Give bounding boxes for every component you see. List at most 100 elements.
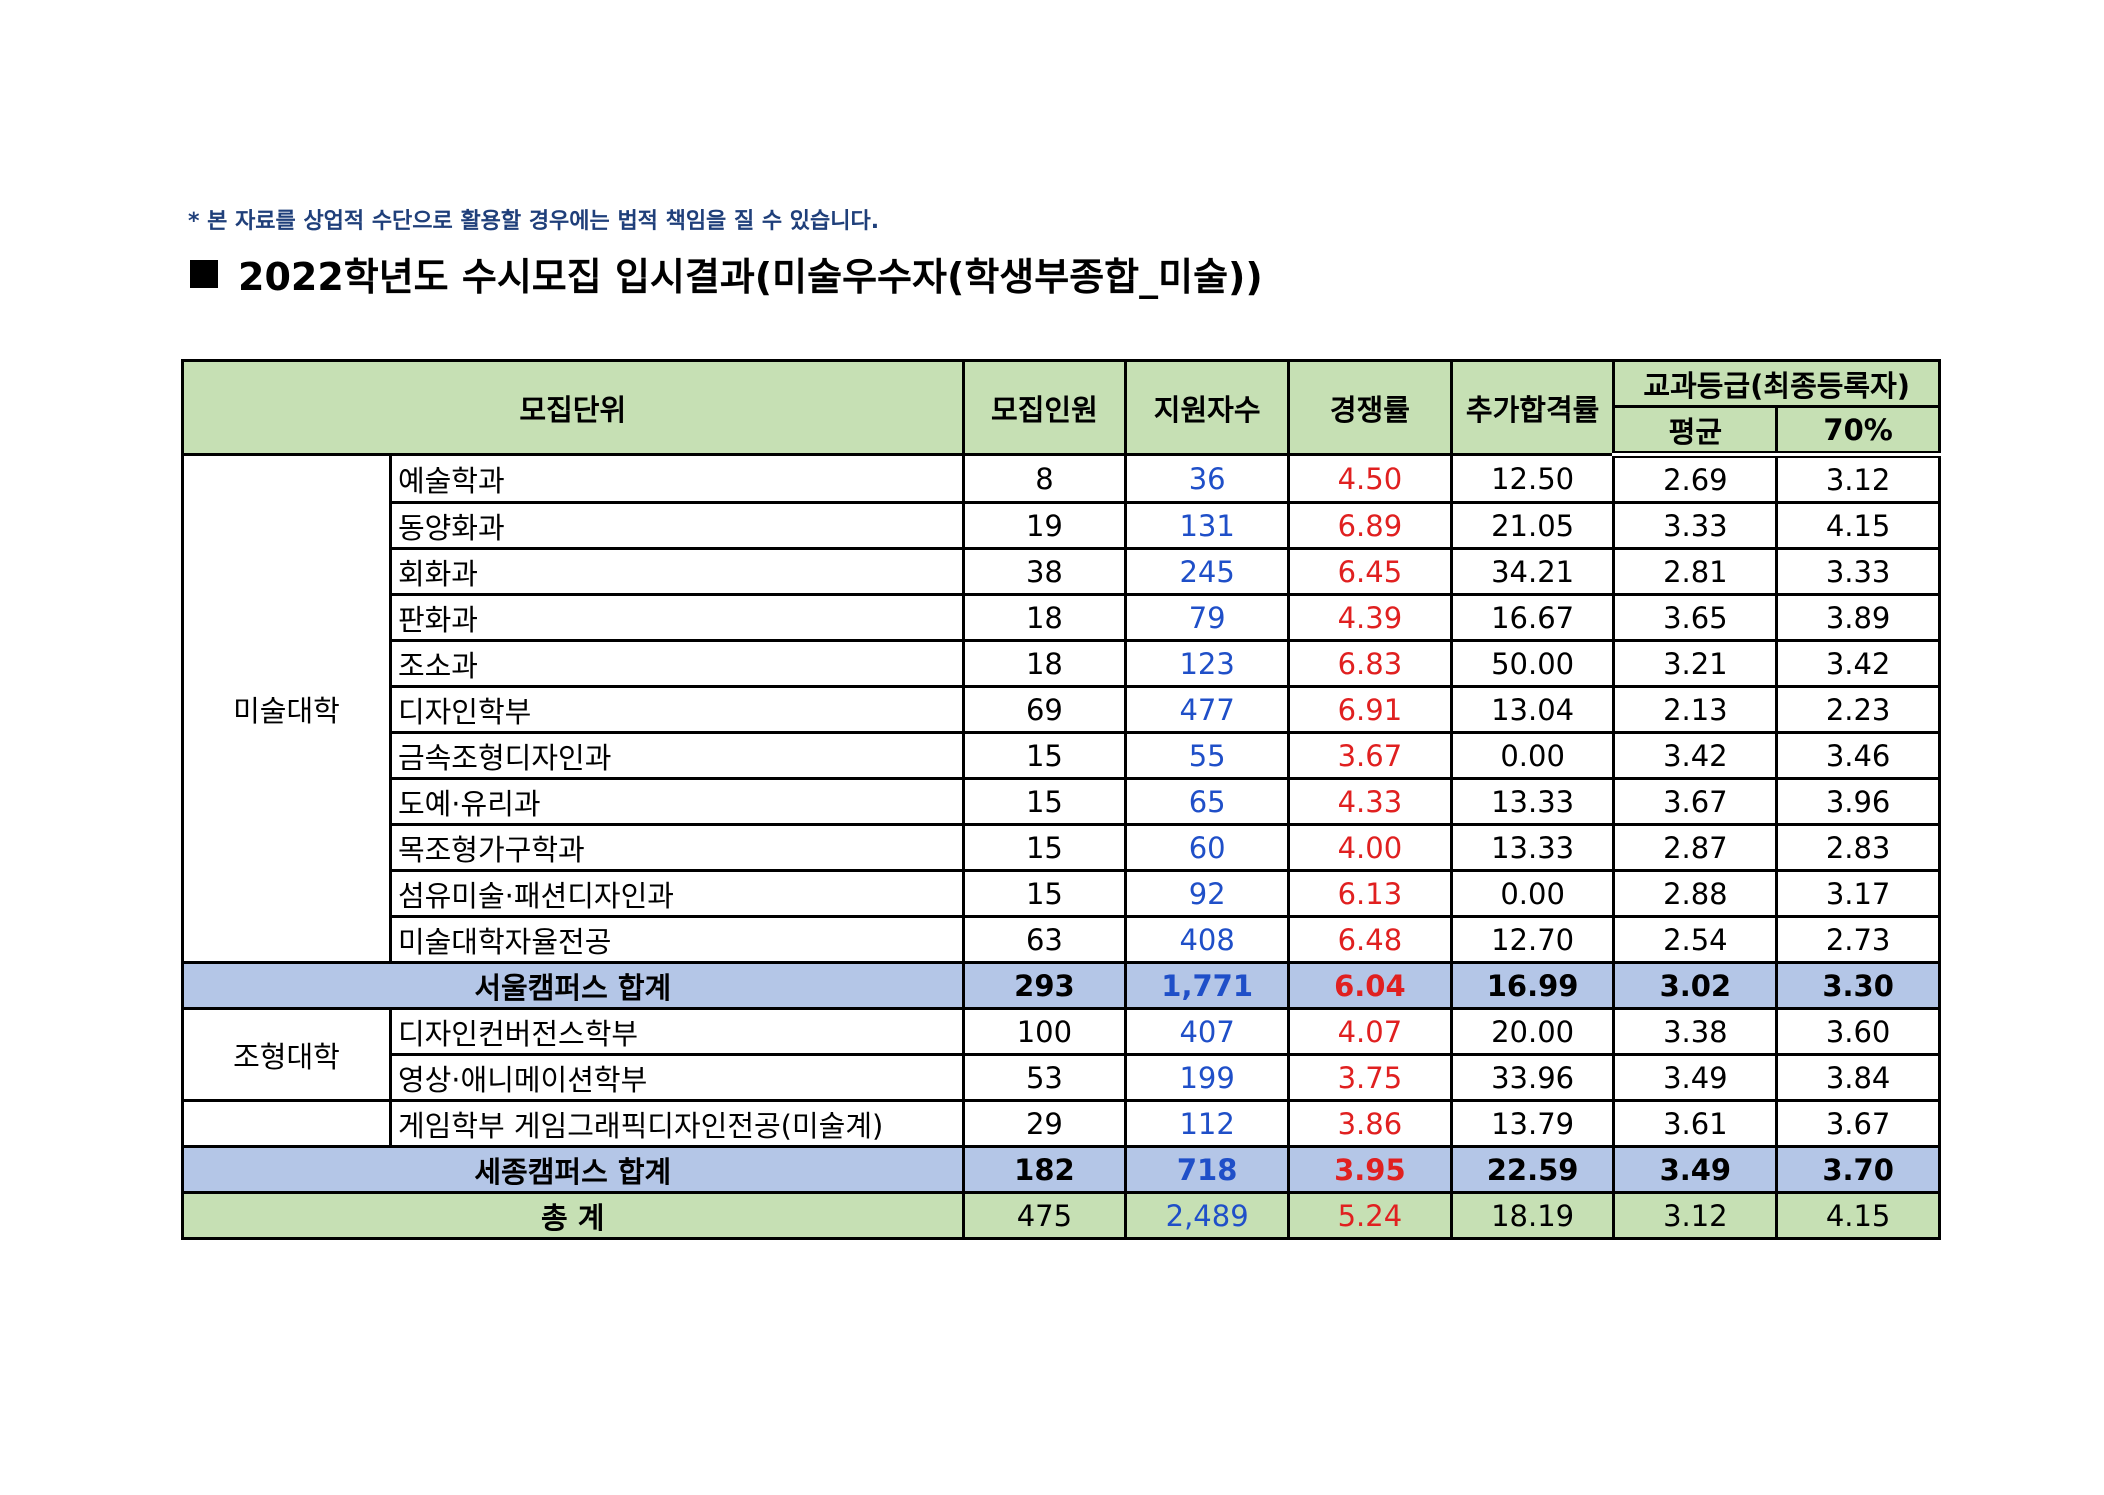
grade-70-cell: 2.23 [1775, 685, 1941, 734]
ratio-cell: 4.50 [1287, 453, 1453, 504]
total-label: 총 계 [181, 1191, 965, 1240]
table-row: 영상·애니메이션학부 53 199 3.75 33.96 3.49 3.84 [183, 1053, 1941, 1102]
quota-cell: 19 [961, 501, 1128, 550]
quota-cell: 293 [961, 961, 1128, 1010]
page-title-text: 2022학년도 수시모집 입시결과(미술우수자(학생부종합_미술)) [238, 255, 1263, 299]
grade-avg-cell: 3.67 [1612, 777, 1779, 826]
unit-name: 예술학과 [388, 453, 965, 504]
ratio-cell: 5.24 [1287, 1191, 1453, 1240]
quota-cell: 29 [961, 1099, 1128, 1148]
additional-cell: 20.00 [1449, 1007, 1616, 1056]
ratio-cell: 6.91 [1287, 685, 1453, 734]
applicants-cell: 718 [1124, 1145, 1291, 1194]
applicants-cell: 407 [1124, 1007, 1291, 1056]
unit-name: 목조형가구학과 [388, 823, 965, 872]
college-design: 조형대학 [181, 1007, 392, 1102]
grade-avg-cell: 2.13 [1612, 685, 1779, 734]
unit-name: 미술대학자율전공 [388, 915, 965, 964]
grade-70-cell: 3.33 [1775, 547, 1941, 596]
grade-avg-cell: 3.61 [1612, 1099, 1779, 1148]
header-grade-group: 교과등급(최종등록자) [1612, 359, 1941, 408]
quota-cell: 15 [961, 823, 1128, 872]
unit-name: 디자인컨버전스학부 [388, 1007, 965, 1056]
page-title: 2022학년도 수시모집 입시결과(미술우수자(학생부종합_미술)) [190, 246, 1263, 301]
applicants-cell: 65 [1124, 777, 1291, 826]
quota-cell: 15 [961, 777, 1128, 826]
table-row: 회화과 38 245 6.45 34.21 2.81 3.33 [183, 547, 1941, 596]
quota-cell: 15 [961, 731, 1128, 780]
unit-name: 도예·유리과 [388, 777, 965, 826]
grade-70-cell: 3.30 [1775, 961, 1941, 1010]
grade-avg-cell: 3.12 [1612, 1191, 1779, 1240]
unit-name: 금속조형디자인과 [388, 731, 965, 780]
additional-cell: 0.00 [1449, 731, 1616, 780]
unit-name: 회화과 [388, 547, 965, 596]
applicants-cell: 123 [1124, 639, 1291, 688]
additional-cell: 13.33 [1449, 823, 1616, 872]
quota-cell: 15 [961, 869, 1128, 918]
grade-70-cell: 3.46 [1775, 731, 1941, 780]
grade-avg-cell: 3.21 [1612, 639, 1779, 688]
table-row: 섬유미술·패션디자인과 15 92 6.13 0.00 2.88 3.17 [183, 869, 1941, 918]
grade-avg-cell: 2.54 [1612, 915, 1779, 964]
grade-70-cell: 3.70 [1775, 1145, 1941, 1194]
table-row: 미술대학 예술학과 8 36 4.50 12.50 2.69 3.12 [181, 453, 1941, 964]
header-grade-70: 70% [1775, 405, 1941, 458]
grand-total-row: 총 계 475 2,489 5.24 18.19 3.12 4.15 [181, 1191, 1941, 1240]
applicants-cell: 1,771 [1124, 961, 1291, 1010]
grade-avg-cell: 3.33 [1612, 501, 1779, 550]
grade-avg-cell: 2.88 [1612, 869, 1779, 918]
header-quota: 모집인원 [961, 359, 1128, 456]
additional-cell: 22.59 [1449, 1145, 1616, 1194]
table-row: 판화과 18 79 4.39 16.67 3.65 3.89 [183, 593, 1941, 642]
grade-70-cell: 3.17 [1775, 869, 1941, 918]
grade-70-cell: 2.73 [1775, 915, 1941, 964]
additional-cell: 16.99 [1449, 961, 1616, 1010]
unit-name: 영상·애니메이션학부 [388, 1053, 965, 1102]
additional-cell: 16.67 [1449, 593, 1616, 642]
additional-cell: 34.21 [1449, 547, 1616, 596]
grade-70-cell: 3.89 [1775, 593, 1941, 642]
header-applicants: 지원자수 [1124, 359, 1291, 456]
unit-name: 동양화과 [388, 501, 965, 550]
quota-cell: 18 [961, 639, 1128, 688]
grade-avg-cell: 3.49 [1612, 1053, 1779, 1102]
table-row: 도예·유리과 15 65 4.33 13.33 3.67 3.96 [183, 777, 1941, 826]
grade-avg-cell: 2.87 [1612, 823, 1779, 872]
table-row: 목조형가구학과 15 60 4.00 13.33 2.87 2.83 [183, 823, 1941, 872]
ratio-cell: 4.39 [1287, 593, 1453, 642]
admission-results-table: 모집단위 모집인원 지원자수 경쟁률 추가합격률 교과등급(최종등록자) 평균 … [181, 359, 1941, 1240]
additional-cell: 13.33 [1449, 777, 1616, 826]
applicants-cell: 199 [1124, 1053, 1291, 1102]
grade-70-cell: 4.15 [1775, 501, 1941, 550]
additional-cell: 50.00 [1449, 639, 1616, 688]
ratio-cell: 4.33 [1287, 777, 1453, 826]
table-row: 디자인학부 69 477 6.91 13.04 2.13 2.23 [183, 685, 1941, 734]
ratio-cell: 3.75 [1287, 1053, 1453, 1102]
applicants-cell: 112 [1124, 1099, 1291, 1148]
grade-avg-cell: 2.81 [1612, 547, 1779, 596]
unit-name: 섬유미술·패션디자인과 [388, 869, 965, 918]
header-ratio: 경쟁률 [1287, 359, 1453, 456]
applicants-cell: 36 [1124, 453, 1291, 504]
table-row: 게임학부 게임그래픽디자인전공(미술계) 29 112 3.86 13.79 3… [181, 1099, 1941, 1148]
sejong-subtotal-row: 세종캠퍼스 합계 182 718 3.95 22.59 3.49 3.70 [181, 1145, 1941, 1194]
ratio-cell: 3.67 [1287, 731, 1453, 780]
table-row: 조형대학 디자인컨버전스학부 100 407 4.07 20.00 3.38 3… [181, 1007, 1941, 1102]
additional-cell: 12.50 [1449, 453, 1616, 504]
college-art: 미술대학 [181, 453, 392, 964]
grade-avg-cell: 2.69 [1612, 453, 1779, 504]
unit-name: 조소과 [388, 639, 965, 688]
grade-70-cell: 4.15 [1775, 1191, 1941, 1240]
quota-cell: 475 [961, 1191, 1128, 1240]
copyright-notice: * 본 자료를 상업적 수단으로 활용할 경우에는 법적 책임을 질 수 있습니… [188, 209, 880, 234]
grade-avg-cell: 3.49 [1612, 1145, 1779, 1194]
header-additional: 추가합격률 [1449, 359, 1616, 456]
unit-name: 판화과 [388, 593, 965, 642]
grade-avg-cell: 3.38 [1612, 1007, 1779, 1056]
quota-cell: 18 [961, 593, 1128, 642]
applicants-cell: 408 [1124, 915, 1291, 964]
grade-70-cell: 3.67 [1775, 1099, 1941, 1148]
additional-cell: 13.04 [1449, 685, 1616, 734]
quota-cell: 63 [961, 915, 1128, 964]
